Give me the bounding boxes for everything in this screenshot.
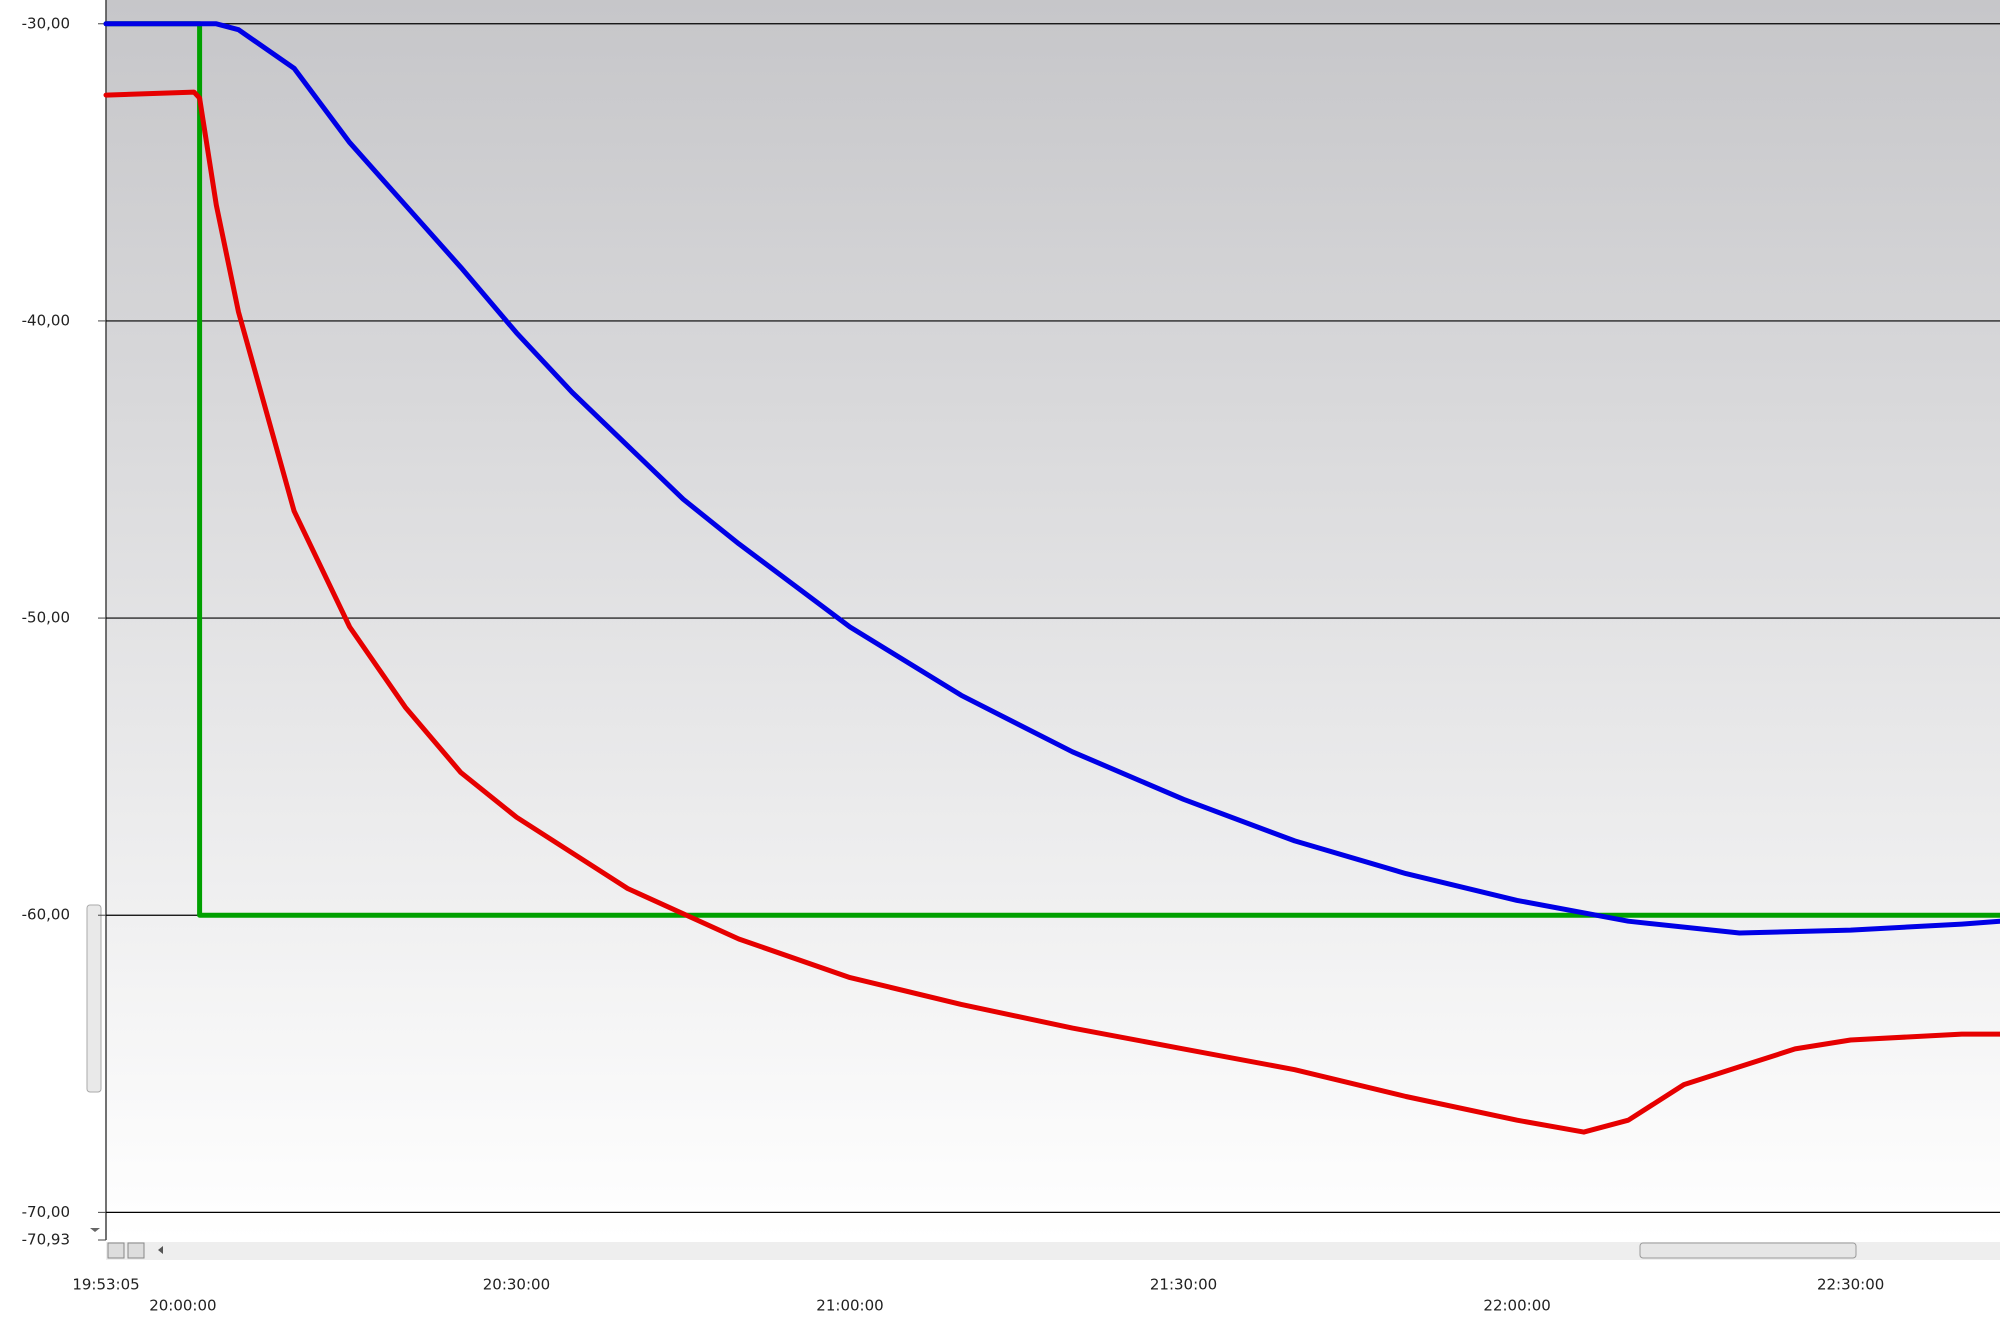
scroll-down-arrow[interactable]	[90, 1228, 100, 1232]
horizontal-scroll-thumb[interactable]	[1639, 1242, 1857, 1259]
vertical-scroll-thumb[interactable]	[86, 904, 102, 1093]
x-tick-label: 22:30:00	[1817, 1276, 1884, 1294]
plot-background	[106, 0, 2000, 1240]
y-tick-label: -70,00	[22, 1203, 70, 1221]
horizontal-scrollbar	[106, 1242, 2000, 1260]
series-line	[103, 89, 2000, 1135]
x-tick-label: 21:30:00	[1150, 1276, 1217, 1294]
y-tick-label: -60,00	[22, 906, 70, 924]
y-tick-label: -50,00	[22, 609, 70, 627]
zoom-button[interactable]	[107, 1242, 125, 1259]
x-tick-label: 22:00:00	[1483, 1297, 1550, 1315]
x-tick-label: 19:53:05	[72, 1276, 139, 1294]
x-tick-label: 20:30:00	[483, 1276, 550, 1294]
x-tick-label: 21:00:00	[816, 1297, 883, 1315]
series-line	[103, 21, 2000, 936]
x-tick-label: 20:00:00	[149, 1297, 216, 1315]
reset-button[interactable]	[127, 1242, 145, 1259]
scroll-left-arrow[interactable]	[158, 1246, 163, 1254]
y-tick-label: -30,00	[22, 14, 70, 32]
y-tick-label: -70,93	[22, 1231, 70, 1249]
y-tick-label: -40,00	[22, 311, 70, 329]
